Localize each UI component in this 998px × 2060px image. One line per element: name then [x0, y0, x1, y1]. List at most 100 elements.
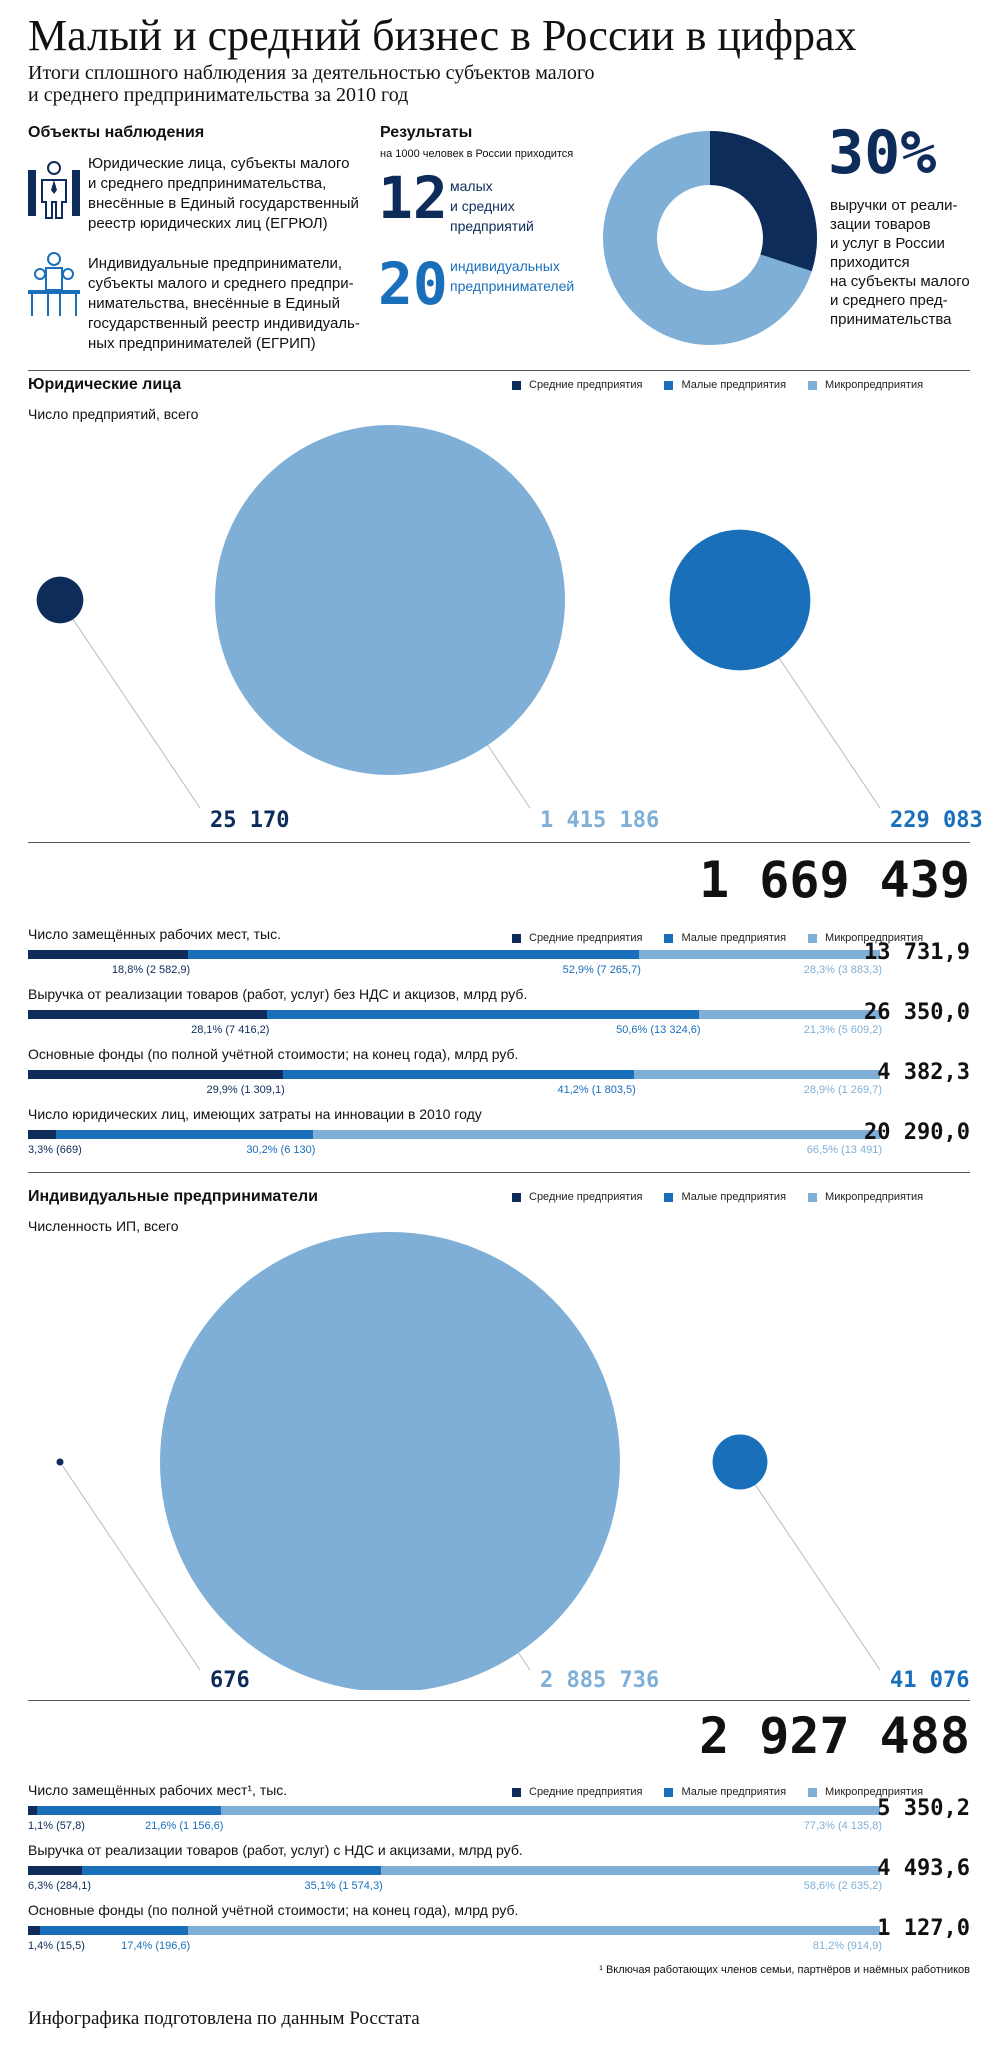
bar-segment [282, 1070, 634, 1079]
objects-heading: Объекты наблюдения [28, 124, 205, 141]
stacked-bar [28, 1010, 880, 1019]
objects-item-1-line: реестр юридических лиц (ЕГРЮЛ) [88, 215, 328, 232]
legend-item-medium: Средние предприятия [512, 1786, 642, 1798]
objects-item-1-line: Юридические лица, субъекты малого [88, 155, 350, 172]
bar-segment-label: 52,9% (7 265,7) [562, 964, 641, 976]
bar-segment [380, 1866, 880, 1875]
objects-item-1-line: внесённые в Единый государственный [88, 195, 359, 212]
bar-segment-label: 77,3% (4 135,8) [803, 1820, 882, 1832]
results-label-line: малых [450, 178, 493, 194]
objects-item-2-line: государственный реестр индивидуаль- [88, 315, 360, 332]
legend-item-small: Малые предприятия [664, 932, 786, 944]
legend-swatch [808, 933, 818, 943]
legend-label: Малые предприятия [681, 379, 787, 391]
page-subtitle: Итоги сплошного наблюдения за деятельнос… [28, 62, 668, 106]
legend-item-micro: Микропредприятия [808, 1191, 923, 1203]
ip-count-label: Численность ИП, всего [28, 1218, 179, 1234]
stacked-bar [28, 950, 880, 959]
bubble-small [712, 1434, 768, 1490]
bubble-medium [56, 1458, 64, 1466]
bar-segment [221, 1806, 880, 1815]
objects-item-2-line: субъекты малого и среднего предпри- [88, 275, 354, 292]
legend-label: Средние предприятия [529, 379, 643, 391]
revenue-share-donut [603, 131, 817, 345]
bar-segment-label: 6,3% (284,1) [28, 1880, 91, 1892]
bar-segment-label: 21,3% (5 609,2) [803, 1024, 882, 1036]
objects-item-2-line: ных предпринимателей (ЕГРИП) [88, 335, 316, 352]
subtitle-line: Итоги сплошного наблюдения за деятельнос… [28, 62, 595, 84]
bar-segment-label: 28,3% (3 883,3) [803, 964, 882, 976]
source-note: Инфографика подготовлена по данным Росст… [28, 2008, 420, 2029]
legend-swatch [664, 933, 674, 943]
bar-row-title: Число замещённых рабочих мест, тыс. [28, 926, 281, 942]
bar-segment-label: 35,1% (1 574,3) [304, 1880, 383, 1892]
legend-item-medium: Средние предприятия [512, 932, 642, 944]
bar-row-title: Основные фонды (по полной учётной стоимо… [28, 1902, 519, 1918]
bar-segment-label: 30,2% (6 130) [246, 1144, 316, 1156]
bar-segment-label: 28,1% (7 416,2) [191, 1024, 270, 1036]
bar-segment-label: 1,1% (57,8) [28, 1820, 85, 1832]
ip-heading: Индивидуальные предприниматели [28, 1188, 318, 1205]
bar-segment [28, 1130, 57, 1139]
bar-segment-label: 81,2% (914,9) [812, 1940, 882, 1952]
results-pct-line: принимательства [830, 311, 952, 328]
legend-label: Микропредприятия [825, 1786, 924, 1798]
bubble-leader-medium [59, 1461, 201, 1671]
footnote: ¹ Включая работающих членов семьи, партн… [599, 1964, 970, 1976]
legal-legend: Средние предприятия Малые предприятия Ми… [512, 379, 923, 391]
bar-row-title: Основные фонды (по полной учётной стоимо… [28, 1046, 519, 1062]
bar-segment [28, 1806, 38, 1815]
stacked-bar [28, 1926, 880, 1935]
bubble-value-micro: 2 885 736 [540, 1668, 660, 1693]
bubble-micro [160, 1232, 620, 1690]
page-title: Малый и средний бизнес в России в цифрах [28, 11, 857, 60]
stacked-bar [28, 1806, 880, 1815]
legend-label: Малые предприятия [681, 932, 787, 944]
entrepreneur-icon [28, 252, 80, 316]
bar-segment [37, 1806, 222, 1815]
bar-segment-label: 3,3% (669) [28, 1144, 82, 1156]
bubble-medium [36, 576, 84, 624]
stacked-bar [28, 1070, 880, 1079]
bar-row-title: Выручка от реализации товаров (работ, ус… [28, 986, 528, 1002]
legend-swatch [512, 1787, 521, 1797]
bar-segment-label: 28,9% (1 269,7) [803, 1084, 882, 1096]
bar-segment-label: 66,5% (13 491) [806, 1144, 882, 1156]
bar-row-title: Выручка от реализации товаров (работ, ус… [28, 1842, 523, 1858]
bar-segment [56, 1130, 314, 1139]
bar-segment-label: 58,6% (2 635,2) [803, 1880, 882, 1892]
section-divider [28, 842, 970, 843]
legal-bubble-chart [36, 425, 881, 809]
legal-bars-legend: Средние предприятия Малые предприятия Ми… [512, 932, 923, 944]
bar-segment [188, 1926, 880, 1935]
section-divider [28, 1172, 970, 1173]
results-number-20: 20 [378, 250, 448, 318]
bar-segment [313, 1130, 880, 1139]
results-number-12-label: малых и средних предприятий [450, 176, 534, 236]
results-label-line: предприятий [450, 218, 534, 234]
results-pct-line: выручки от реали- [830, 197, 958, 214]
bar-segment-label: 17,4% (196,6) [121, 1940, 191, 1952]
results-percent-label: выручки от реали- зации товаров и услуг … [830, 196, 970, 329]
bar-segment [81, 1866, 381, 1875]
bar-segment [638, 950, 880, 959]
bar-row-title: Число юридических лиц, имеющих затраты н… [28, 1106, 482, 1122]
legend-item-micro: Микропредприятия [808, 932, 923, 944]
legend-item-micro: Микропредприятия [808, 1786, 923, 1798]
legend-swatch [512, 380, 521, 390]
results-number-20-label: индивидуальных предпринимателей [450, 256, 574, 296]
legal-count-label: Число предприятий, всего [28, 406, 199, 422]
results-heading: Результаты [380, 124, 473, 141]
bar-row-total: 5 350,2 [877, 1796, 970, 1821]
legend-label: Микропредприятия [825, 1191, 924, 1203]
legend-label: Средние предприятия [529, 932, 643, 944]
legend-label: Микропредприятия [825, 932, 924, 944]
bar-segment [28, 950, 189, 959]
section-divider [28, 1700, 970, 1701]
stacked-bar [28, 1130, 880, 1139]
legend-item-small: Малые предприятия [664, 1191, 786, 1203]
bubble-leader-medium [59, 599, 201, 809]
legend-item-micro: Микропредприятия [808, 379, 923, 391]
bar-row-total: 13 731,9 [864, 940, 970, 965]
ip-bars-legend: Средние предприятия Малые предприятия Ми… [512, 1786, 923, 1798]
